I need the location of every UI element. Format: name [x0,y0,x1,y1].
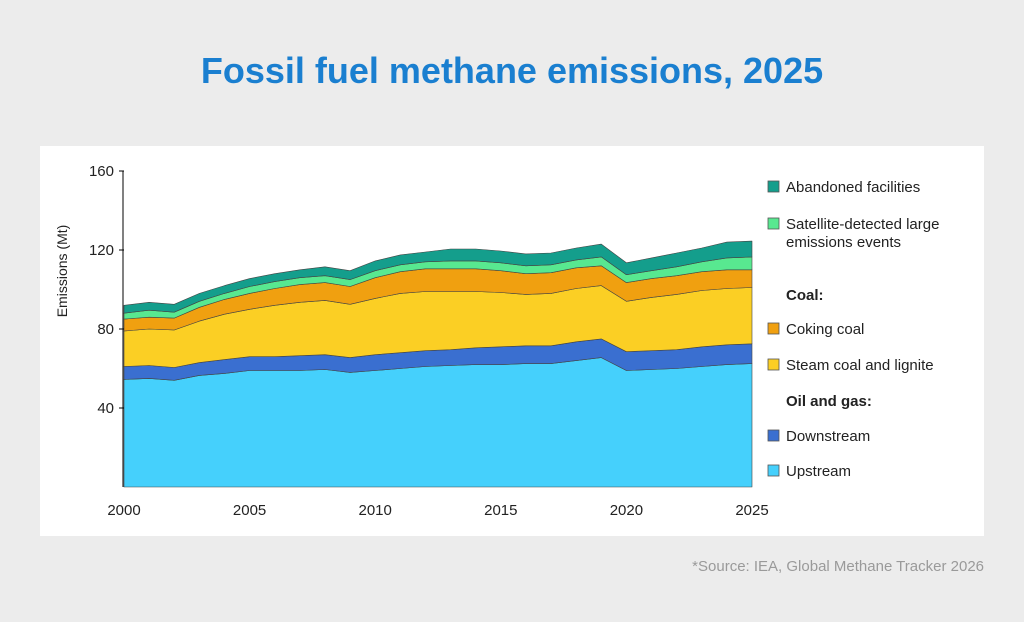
legend-swatch-coking [767,322,780,335]
legend: Abandoned facilities Satellite-detected … [767,179,939,480]
x-tick-label-2015: 2015 [484,502,517,519]
legend-swatch-satellite [767,217,780,230]
legend-label-abandoned: Abandoned facilities [786,179,920,196]
x-tick-label-2005: 2005 [233,502,266,519]
legend-swatch-steam [767,358,780,371]
legend-label-steam: Steam coal and lignite [786,357,934,374]
x-tick-label-2020: 2020 [610,502,643,519]
legend-label-downstream: Downstream [786,428,870,445]
stacked-area-chart: 40 80 120 160 2000 2005 2010 2015 2020 2025 Emis… [54,163,939,519]
area-series-group [123,240,753,488]
x-tick-label-2000: 2000 [107,502,140,519]
legend-header-coal: Coal: [786,287,824,304]
area-abandoned-facilities [123,240,753,314]
page-title: Fossil fuel methane emissions, 2025 [200,50,824,91]
legend-swatch-downstream [767,429,780,442]
legend-header-oil-gas: Oil and gas: [786,393,872,410]
y-axis-label: Emissions (Mt) [54,225,70,318]
legend-label-satellite-line1: Satellite-detected large [786,216,939,233]
y-tick-label-160: 160 [89,163,114,180]
y-tick-label-80: 80 [97,321,114,338]
legend-label-satellite-line2: emissions events [786,234,901,251]
y-tick-label-40: 40 [97,400,114,417]
area-upstream [123,357,753,488]
legend-label-upstream: Upstream [786,463,851,480]
x-ticks: 2000 2005 2010 2015 2020 2025 [107,502,768,519]
x-tick-label-2010: 2010 [359,502,392,519]
y-tick-label-120: 120 [89,242,114,259]
x-tick-label-2025: 2025 [735,502,768,519]
chart-panel: 40 80 120 160 2000 2005 2010 2015 2020 2025 Emis… [40,146,984,536]
y-ticks: 40 80 120 160 [89,163,124,417]
legend-swatch-abandoned [767,180,780,193]
source-note: *Source: IEA, Global Methane Tracker 202… [692,558,984,575]
legend-label-coking: Coking coal [786,321,864,338]
legend-swatch-upstream [767,464,780,477]
